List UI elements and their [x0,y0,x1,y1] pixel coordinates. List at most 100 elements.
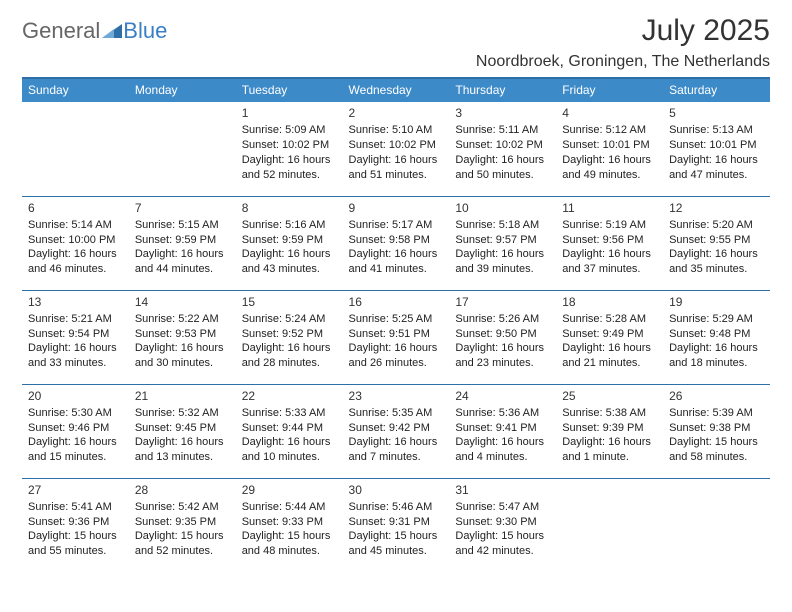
daylight-text: and 39 minutes. [455,262,552,277]
sunrise-text: Sunrise: 5:32 AM [135,406,232,421]
calendar-cell: 12Sunrise: 5:20 AMSunset: 9:55 PMDayligh… [663,196,770,290]
daylight-text: Daylight: 16 hours [455,153,552,168]
day-cell: 28Sunrise: 5:42 AMSunset: 9:35 PMDayligh… [129,479,236,567]
day-number: 1 [242,105,339,121]
day-number: 5 [669,105,766,121]
daylight-text: and 37 minutes. [562,262,659,277]
sunset-text: Sunset: 9:53 PM [135,327,232,342]
daylight-text: Daylight: 16 hours [135,435,232,450]
daylight-text: Daylight: 15 hours [135,529,232,544]
weekday-header: Monday [129,79,236,102]
sunrise-text: Sunrise: 5:20 AM [669,218,766,233]
sunrise-text: Sunrise: 5:44 AM [242,500,339,515]
daylight-text: and 50 minutes. [455,168,552,183]
day-cell: 18Sunrise: 5:28 AMSunset: 9:49 PMDayligh… [556,291,663,379]
day-number: 30 [349,482,446,498]
sunset-text: Sunset: 9:38 PM [669,421,766,436]
day-number: 26 [669,388,766,404]
daylight-text: and 42 minutes. [455,544,552,559]
daylight-text: Daylight: 16 hours [669,153,766,168]
sunset-text: Sunset: 9:48 PM [669,327,766,342]
daylight-text: Daylight: 16 hours [455,247,552,262]
day-number: 10 [455,200,552,216]
header: General Blue July 2025 Noordbroek, Groni… [22,14,770,71]
day-cell: 25Sunrise: 5:38 AMSunset: 9:39 PMDayligh… [556,385,663,473]
calendar-cell: 23Sunrise: 5:35 AMSunset: 9:42 PMDayligh… [343,384,450,478]
daylight-text: Daylight: 16 hours [349,153,446,168]
sunrise-text: Sunrise: 5:36 AM [455,406,552,421]
sunrise-text: Sunrise: 5:12 AM [562,123,659,138]
daylight-text: and 10 minutes. [242,450,339,465]
calendar-cell: 28Sunrise: 5:42 AMSunset: 9:35 PMDayligh… [129,478,236,576]
day-number: 31 [455,482,552,498]
day-number: 25 [562,388,659,404]
daylight-text: and 21 minutes. [562,356,659,371]
sunset-text: Sunset: 9:55 PM [669,233,766,248]
day-cell [663,479,770,567]
calendar-cell: 31Sunrise: 5:47 AMSunset: 9:30 PMDayligh… [449,478,556,576]
day-cell: 10Sunrise: 5:18 AMSunset: 9:57 PMDayligh… [449,197,556,285]
day-number: 24 [455,388,552,404]
calendar-cell: 26Sunrise: 5:39 AMSunset: 9:38 PMDayligh… [663,384,770,478]
sunset-text: Sunset: 9:36 PM [28,515,125,530]
calendar-cell: 1Sunrise: 5:09 AMSunset: 10:02 PMDayligh… [236,102,343,196]
sunset-text: Sunset: 9:52 PM [242,327,339,342]
daylight-text: and 15 minutes. [28,450,125,465]
sunset-text: Sunset: 10:00 PM [28,233,125,248]
calendar-cell: 11Sunrise: 5:19 AMSunset: 9:56 PMDayligh… [556,196,663,290]
sunrise-text: Sunrise: 5:47 AM [455,500,552,515]
sunrise-text: Sunrise: 5:46 AM [349,500,446,515]
day-cell: 5Sunrise: 5:13 AMSunset: 10:01 PMDayligh… [663,102,770,190]
sunset-text: Sunset: 9:30 PM [455,515,552,530]
sunrise-text: Sunrise: 5:10 AM [349,123,446,138]
calendar-cell: 7Sunrise: 5:15 AMSunset: 9:59 PMDaylight… [129,196,236,290]
calendar-cell: 19Sunrise: 5:29 AMSunset: 9:48 PMDayligh… [663,290,770,384]
day-cell: 13Sunrise: 5:21 AMSunset: 9:54 PMDayligh… [22,291,129,379]
calendar-row: 1Sunrise: 5:09 AMSunset: 10:02 PMDayligh… [22,102,770,196]
calendar-row: 27Sunrise: 5:41 AMSunset: 9:36 PMDayligh… [22,478,770,576]
daylight-text: and 35 minutes. [669,262,766,277]
daylight-text: Daylight: 16 hours [349,435,446,450]
calendar-cell: 2Sunrise: 5:10 AMSunset: 10:02 PMDayligh… [343,102,450,196]
calendar-cell: 18Sunrise: 5:28 AMSunset: 9:49 PMDayligh… [556,290,663,384]
daylight-text: Daylight: 16 hours [242,153,339,168]
sunrise-text: Sunrise: 5:17 AM [349,218,446,233]
weekday-header: Tuesday [236,79,343,102]
logo-text-general: General [22,18,100,44]
calendar-cell: 30Sunrise: 5:46 AMSunset: 9:31 PMDayligh… [343,478,450,576]
daylight-text: Daylight: 15 hours [242,529,339,544]
day-cell: 14Sunrise: 5:22 AMSunset: 9:53 PMDayligh… [129,291,236,379]
calendar-cell [22,102,129,196]
calendar-cell: 22Sunrise: 5:33 AMSunset: 9:44 PMDayligh… [236,384,343,478]
calendar-cell: 24Sunrise: 5:36 AMSunset: 9:41 PMDayligh… [449,384,556,478]
daylight-text: and 33 minutes. [28,356,125,371]
calendar-cell: 9Sunrise: 5:17 AMSunset: 9:58 PMDaylight… [343,196,450,290]
calendar-cell: 5Sunrise: 5:13 AMSunset: 10:01 PMDayligh… [663,102,770,196]
calendar-cell [129,102,236,196]
daylight-text: and 52 minutes. [135,544,232,559]
daylight-text: Daylight: 16 hours [562,341,659,356]
sunset-text: Sunset: 9:44 PM [242,421,339,436]
daylight-text: Daylight: 16 hours [562,435,659,450]
daylight-text: Daylight: 16 hours [242,435,339,450]
daylight-text: and 4 minutes. [455,450,552,465]
sunset-text: Sunset: 9:41 PM [455,421,552,436]
sunrise-text: Sunrise: 5:42 AM [135,500,232,515]
daylight-text: and 41 minutes. [349,262,446,277]
daylight-text: Daylight: 15 hours [28,529,125,544]
daylight-text: Daylight: 16 hours [135,341,232,356]
sunset-text: Sunset: 9:31 PM [349,515,446,530]
daylight-text: and 28 minutes. [242,356,339,371]
day-number: 9 [349,200,446,216]
daylight-text: Daylight: 16 hours [28,341,125,356]
calendar-cell: 17Sunrise: 5:26 AMSunset: 9:50 PMDayligh… [449,290,556,384]
calendar-cell: 25Sunrise: 5:38 AMSunset: 9:39 PMDayligh… [556,384,663,478]
sunset-text: Sunset: 9:54 PM [28,327,125,342]
day-cell: 30Sunrise: 5:46 AMSunset: 9:31 PMDayligh… [343,479,450,567]
daylight-text: Daylight: 16 hours [349,341,446,356]
daylight-text: Daylight: 16 hours [242,247,339,262]
day-cell: 6Sunrise: 5:14 AMSunset: 10:00 PMDayligh… [22,197,129,285]
day-number: 22 [242,388,339,404]
day-number: 13 [28,294,125,310]
calendar-cell: 10Sunrise: 5:18 AMSunset: 9:57 PMDayligh… [449,196,556,290]
